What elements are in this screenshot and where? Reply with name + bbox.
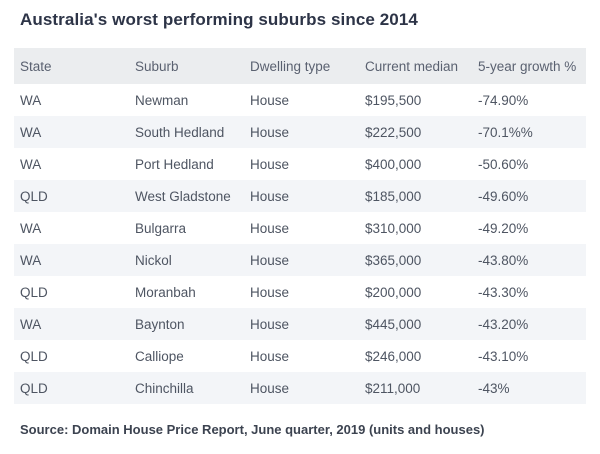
table-row: WA Bulgarra House $310,000 -49.20% bbox=[14, 212, 586, 244]
source-note: Source: Domain House Price Report, June … bbox=[20, 422, 485, 437]
cell-suburb: Newman bbox=[135, 92, 189, 108]
cell-dwelling-type: House bbox=[250, 124, 290, 140]
column-header-dwelling-type: Dwelling type bbox=[250, 58, 331, 74]
column-header-growth: 5-year growth % bbox=[478, 58, 577, 74]
cell-current-median: $445,000 bbox=[365, 316, 422, 332]
cell-dwelling-type: House bbox=[250, 380, 290, 396]
cell-growth: -43.30% bbox=[478, 284, 529, 300]
cell-state: WA bbox=[20, 252, 42, 268]
column-header-current-median: Current median bbox=[365, 58, 459, 74]
cell-state: QLD bbox=[20, 348, 48, 364]
cell-dwelling-type: House bbox=[250, 220, 290, 236]
column-header-state: State bbox=[20, 58, 52, 74]
table-row: QLD Chinchilla House $211,000 -43% bbox=[14, 372, 586, 404]
cell-growth: -43.80% bbox=[478, 252, 529, 268]
table-row: QLD West Gladstone House $185,000 -49.60% bbox=[14, 180, 586, 212]
table-body: WA Newman House $195,500 -74.90% WA South Hedl… bbox=[14, 84, 586, 404]
cell-state: WA bbox=[20, 220, 42, 236]
cell-suburb: Chinchilla bbox=[135, 380, 194, 396]
page-title: Australia's worst performing suburbs sin… bbox=[20, 10, 418, 29]
table-row: WA Nickol House $365,000 -43.80% bbox=[14, 244, 586, 276]
cell-suburb: Calliope bbox=[135, 348, 184, 364]
cell-current-median: $222,500 bbox=[365, 124, 422, 140]
cell-dwelling-type: House bbox=[250, 156, 290, 172]
cell-growth: -43% bbox=[478, 380, 510, 396]
table-row: QLD Moranbah House $200,000 -43.30% bbox=[14, 276, 586, 308]
table-row: WA Newman House $195,500 -74.90% bbox=[14, 84, 586, 116]
cell-current-median: $400,000 bbox=[365, 156, 422, 172]
cell-current-median: $200,000 bbox=[365, 284, 422, 300]
suburbs-table: State Suburb Dwelling type Current media… bbox=[14, 48, 586, 404]
cell-current-median: $246,000 bbox=[365, 348, 422, 364]
cell-dwelling-type: House bbox=[250, 252, 290, 268]
cell-current-median: $211,000 bbox=[365, 380, 421, 396]
cell-growth: -49.20% bbox=[478, 220, 529, 236]
cell-suburb: Moranbah bbox=[135, 284, 196, 300]
cell-growth: -50.60% bbox=[478, 156, 529, 172]
cell-suburb: South Hedland bbox=[135, 124, 225, 140]
cell-dwelling-type: House bbox=[250, 316, 290, 332]
cell-dwelling-type: House bbox=[250, 188, 290, 204]
cell-suburb: Port Hedland bbox=[135, 156, 214, 172]
cell-suburb: Nickol bbox=[135, 252, 172, 268]
cell-growth: -74.90% bbox=[478, 92, 529, 108]
cell-dwelling-type: House bbox=[250, 348, 290, 364]
table-header-row: State Suburb Dwelling type Current media… bbox=[14, 48, 586, 84]
cell-state: WA bbox=[20, 316, 42, 332]
cell-growth: -43.10% bbox=[478, 348, 529, 364]
cell-growth: -70.1%% bbox=[478, 124, 533, 140]
cell-suburb: West Gladstone bbox=[135, 188, 231, 204]
table-row: WA Port Hedland House $400,000 -50.60% bbox=[14, 148, 586, 180]
cell-current-median: $310,000 bbox=[365, 220, 422, 236]
cell-state: WA bbox=[20, 92, 42, 108]
cell-current-median: $365,000 bbox=[365, 252, 422, 268]
cell-growth: -43.20% bbox=[478, 316, 529, 332]
table-row: QLD Calliope House $246,000 -43.10% bbox=[14, 340, 586, 372]
table-row: WA South Hedland House $222,500 -70.1%% bbox=[14, 116, 586, 148]
cell-suburb: Baynton bbox=[135, 316, 185, 332]
cell-current-median: $185,000 bbox=[365, 188, 422, 204]
cell-state: QLD bbox=[20, 284, 48, 300]
cell-growth: -49.60% bbox=[478, 188, 529, 204]
column-header-suburb: Suburb bbox=[135, 58, 179, 74]
cell-suburb: Bulgarra bbox=[135, 220, 187, 236]
cell-dwelling-type: House bbox=[250, 284, 290, 300]
table-row: WA Baynton House $445,000 -43.20% bbox=[14, 308, 586, 340]
cell-state: QLD bbox=[20, 188, 48, 204]
cell-state: WA bbox=[20, 156, 42, 172]
cell-state: WA bbox=[20, 124, 42, 140]
cell-state: QLD bbox=[20, 380, 48, 396]
cell-dwelling-type: House bbox=[250, 92, 290, 108]
cell-current-median: $195,500 bbox=[365, 92, 422, 108]
